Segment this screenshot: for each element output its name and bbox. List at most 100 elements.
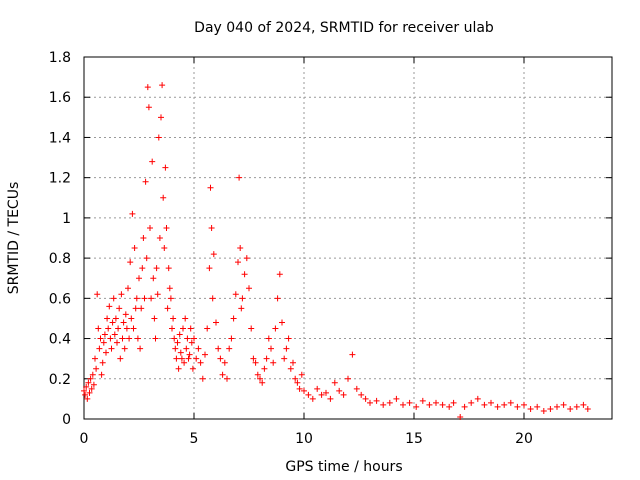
data-point	[439, 401, 446, 408]
data-point	[298, 371, 305, 378]
data-point	[125, 285, 131, 292]
data-point	[184, 335, 191, 342]
data-point	[560, 401, 567, 408]
data-point	[86, 389, 93, 396]
data-point	[130, 325, 137, 332]
data-point	[178, 355, 185, 362]
data-point	[187, 325, 194, 332]
data-point	[208, 224, 215, 231]
data-point	[169, 325, 175, 332]
y-tick-label: 0	[62, 412, 71, 428]
data-point	[254, 371, 261, 378]
data-point	[109, 319, 116, 326]
data-point	[181, 359, 188, 366]
data-point	[246, 285, 252, 292]
y-tick-label: 0.2	[49, 372, 71, 388]
data-point	[177, 349, 184, 356]
data-point	[93, 365, 100, 372]
y-tick-label: 1.4	[49, 130, 71, 146]
data-point	[281, 355, 288, 362]
plot-frame	[83, 56, 613, 420]
data-point	[235, 259, 241, 266]
data-point	[353, 385, 360, 392]
data-point	[110, 295, 117, 302]
data-point	[100, 339, 107, 346]
data-point	[148, 295, 155, 302]
data-point	[336, 387, 343, 394]
data-point	[165, 265, 172, 272]
x-tick-label: 20	[515, 431, 533, 447]
data-point	[128, 315, 135, 322]
data-point	[189, 365, 196, 372]
data-point	[88, 385, 95, 392]
data-point	[263, 355, 270, 362]
data-point	[474, 395, 481, 402]
data-point	[210, 251, 217, 258]
data-point	[129, 210, 136, 217]
data-point	[164, 305, 171, 312]
data-point	[584, 405, 591, 412]
data-point	[488, 399, 494, 406]
data-point	[121, 345, 128, 352]
data-point	[132, 305, 139, 312]
data-point	[287, 365, 294, 372]
data-point	[202, 351, 208, 358]
data-point	[290, 359, 296, 366]
data-point	[349, 351, 356, 358]
data-point	[171, 335, 178, 342]
data-point	[446, 403, 453, 410]
data-point	[94, 291, 101, 298]
data-point	[101, 331, 108, 338]
data-point	[172, 345, 179, 352]
chart-title: Day 040 of 2024, SRMTID for receiver ula…	[194, 20, 494, 36]
data-point	[250, 355, 257, 362]
data-point	[139, 265, 146, 272]
data-point	[243, 255, 250, 262]
data-point	[182, 315, 189, 322]
data-point	[461, 403, 468, 410]
data-point	[195, 345, 202, 352]
data-point	[305, 391, 312, 398]
data-point	[380, 401, 387, 408]
data-point	[186, 351, 193, 358]
data-point	[521, 401, 527, 408]
data-point	[345, 375, 351, 382]
data-point	[191, 335, 197, 342]
data-point	[147, 224, 153, 231]
data-point	[419, 397, 426, 404]
data-point	[239, 295, 246, 302]
data-point	[141, 295, 148, 302]
data-point	[193, 355, 200, 362]
data-point	[175, 365, 182, 372]
axis-ticks: 0 5 10 15 20 0 0.2 0.4 0.6 0.8 1 1.2 1.4 1.6 1.8	[49, 50, 612, 447]
data-point	[160, 194, 167, 201]
data-point	[323, 389, 329, 396]
data-point	[145, 104, 152, 111]
data-point	[185, 355, 192, 362]
data-point	[163, 224, 170, 231]
data-point	[265, 335, 272, 342]
data-point	[314, 385, 321, 392]
data-point	[149, 158, 156, 165]
data-point	[238, 305, 245, 312]
data-point	[358, 391, 365, 398]
data-point	[173, 355, 180, 362]
data-point	[237, 245, 244, 252]
data-point	[296, 385, 303, 392]
data-point	[197, 359, 204, 366]
data-point	[241, 271, 248, 278]
data-point	[527, 405, 534, 412]
data-point	[118, 291, 125, 298]
y-tick-label: 1	[62, 211, 71, 227]
data-point	[89, 371, 96, 378]
data-points	[81, 82, 591, 420]
data-point	[131, 245, 138, 252]
data-point	[161, 245, 168, 252]
data-point	[426, 401, 433, 408]
data-point	[450, 399, 457, 406]
data-point	[554, 403, 560, 410]
data-point	[406, 399, 413, 406]
data-point	[103, 349, 109, 356]
data-point	[123, 325, 130, 332]
data-point	[180, 325, 186, 332]
